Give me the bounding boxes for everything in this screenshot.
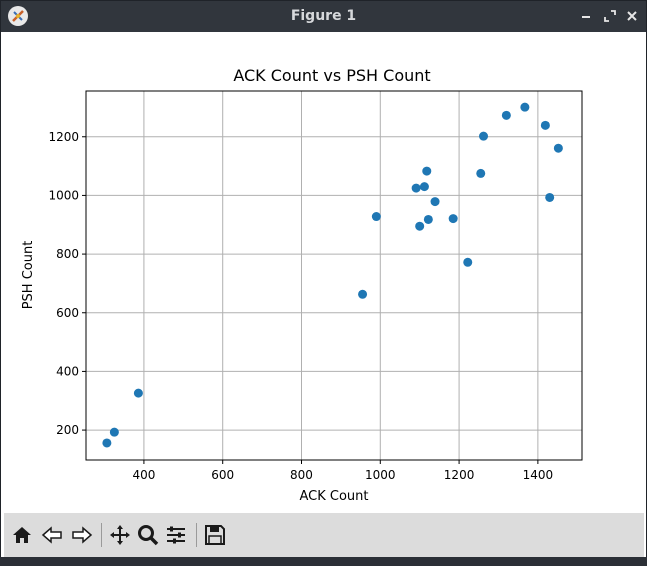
scatter-point: [476, 168, 486, 178]
scatter-point: [358, 289, 368, 299]
home-icon[interactable]: [10, 523, 34, 547]
y-tick-label: 800: [56, 247, 79, 261]
scatter-point: [415, 221, 425, 231]
y-tick-label: 400: [56, 364, 79, 378]
scatter-point: [520, 102, 530, 112]
x-tick-label: 400: [132, 468, 155, 482]
navigation-toolbar: [4, 513, 644, 558]
grid: [86, 91, 582, 460]
y-axis-label: PSH Count: [21, 241, 36, 310]
scatter-point: [423, 214, 433, 224]
toolbar-separator: [101, 523, 102, 547]
scatter-point: [102, 438, 112, 448]
back-arrow-icon[interactable]: [40, 523, 64, 547]
window-title: Figure 1: [290, 8, 357, 24]
scatter-point: [540, 120, 550, 130]
x-tick-label: 1200: [444, 468, 475, 482]
app-icon: [8, 6, 28, 26]
scatter-point: [419, 182, 429, 192]
title-bar: Figure 1: [1, 1, 646, 32]
y-tick-label: 200: [56, 423, 79, 437]
scatter-point: [448, 214, 458, 224]
zoom-icon[interactable]: [136, 523, 160, 547]
x-tick-label: 1400: [523, 468, 554, 482]
scatter-point: [501, 110, 511, 120]
scatter-point: [463, 257, 473, 267]
scatter-point: [411, 183, 421, 193]
scatter-point: [109, 427, 119, 437]
toolbar-separator: [196, 523, 197, 547]
figure-canvas[interactable]: 400 600 800 1000 1200 1400 200 400 600 800 1000 120…: [4, 32, 643, 513]
close-icon[interactable]: [623, 7, 641, 25]
chart-title: ACK Count vs PSH Count: [233, 66, 430, 85]
scatter-points: [102, 102, 563, 448]
save-icon[interactable]: [203, 523, 227, 547]
scatter-point: [479, 131, 489, 141]
scatter-point: [133, 388, 143, 398]
bottom-strip: [0, 557, 647, 566]
scatter-point: [371, 212, 381, 222]
y-tick-label: 1200: [48, 130, 79, 144]
minimize-icon[interactable]: [578, 7, 596, 25]
scatter-point: [422, 166, 432, 176]
y-tick-label: 1000: [48, 188, 79, 202]
maximize-icon[interactable]: [601, 7, 619, 25]
scatter-point: [545, 192, 555, 202]
y-tick-label: 600: [56, 306, 79, 320]
x-tick-label: 600: [211, 468, 234, 482]
ticks: 400 600 800 1000 1200 1400 200 400 600 800 1000 120…: [48, 130, 553, 482]
x-tick-label: 800: [290, 468, 313, 482]
forward-arrow-icon[interactable]: [70, 523, 94, 547]
pan-icon[interactable]: [108, 523, 132, 547]
x-axis-label: ACK Count: [299, 489, 368, 504]
configure-subplots-icon[interactable]: [164, 523, 188, 547]
axes-frame: [85, 90, 583, 461]
scatter-point: [430, 197, 440, 207]
scatter-plot: 400 600 800 1000 1200 1400 200 400 600 800 1000 120…: [21, 66, 583, 504]
scatter-point: [553, 143, 563, 153]
x-tick-label: 1000: [365, 468, 396, 482]
